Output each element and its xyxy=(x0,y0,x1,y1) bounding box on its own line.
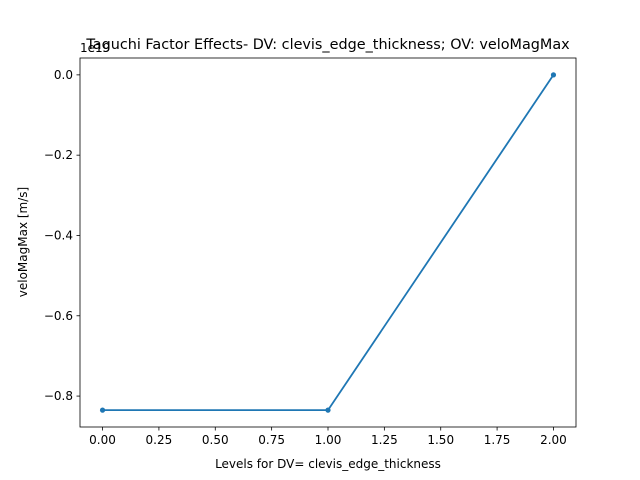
x-axis-label: Levels for DV= clevis_edge_thickness xyxy=(215,457,441,471)
x-tick-label: 1.50 xyxy=(427,433,454,447)
y-axis-label: veloMagMax [m/s] xyxy=(16,187,30,297)
y-tick-label: −0.8 xyxy=(44,389,73,403)
y-offset-text: 1e19 xyxy=(80,41,110,55)
y-tick-label: −0.6 xyxy=(44,309,73,323)
y-tick-label: −0.4 xyxy=(44,228,73,242)
x-tick-label: 0.75 xyxy=(258,433,285,447)
data-point xyxy=(99,407,106,413)
y-tick-label: 0.0 xyxy=(54,68,73,82)
x-tick-label: 1.25 xyxy=(371,433,398,447)
x-tick-label: 1.00 xyxy=(315,433,342,447)
x-tick-label: 0.50 xyxy=(202,433,229,447)
series-layer xyxy=(99,72,557,413)
data-point xyxy=(325,407,331,413)
data-point xyxy=(550,72,557,78)
plot-area xyxy=(79,57,577,428)
chart-title: Taguchi Factor Effects- DV: clevis_edge_… xyxy=(85,37,570,53)
y-axis-ticks: −0.8 −0.6 −0.4 −0.2 0.0 xyxy=(44,68,80,403)
x-tick-label: 1.75 xyxy=(484,433,511,447)
x-tick-label: 2.00 xyxy=(540,433,567,447)
x-tick-label: 0.25 xyxy=(146,433,173,447)
series-line xyxy=(102,74,555,412)
x-axis-ticks: 0.00 0.25 0.50 0.75 1.00 1.25 1.50 1.75 2.00 xyxy=(89,427,567,447)
x-tick-label: 0.00 xyxy=(89,433,116,447)
y-tick-label: −0.2 xyxy=(44,148,73,162)
